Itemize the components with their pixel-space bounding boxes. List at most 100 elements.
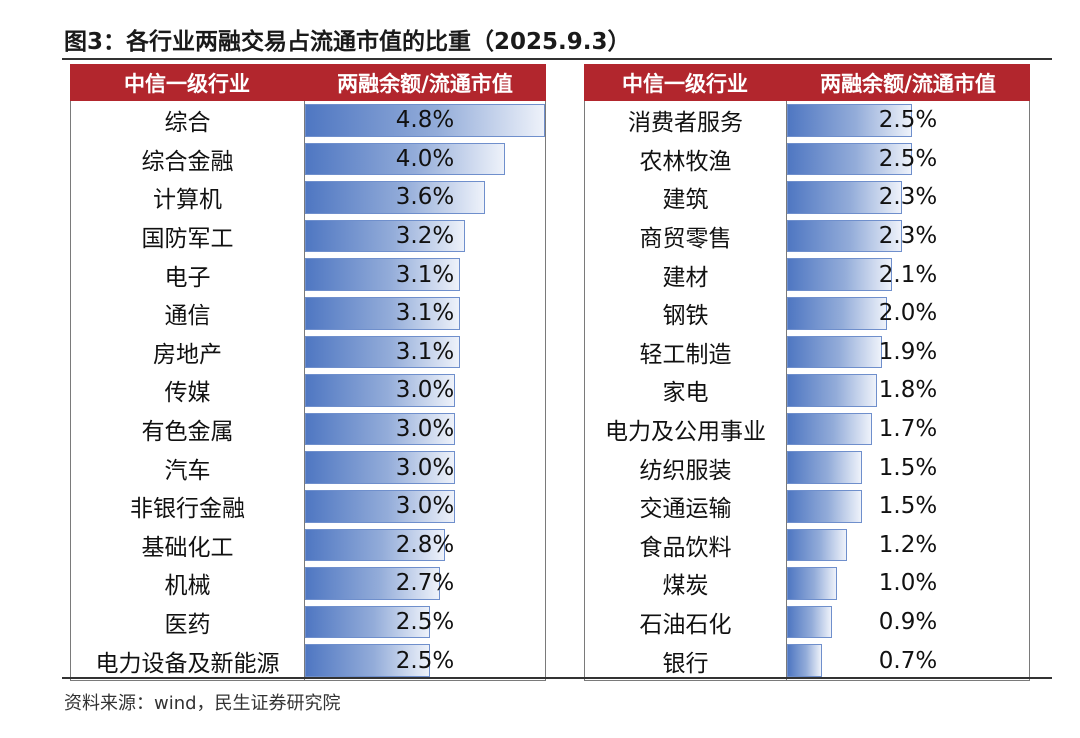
- table-row: 农林牧渔 2.5%: [585, 139, 1029, 179]
- ratio-value: 3.0%: [395, 377, 455, 404]
- industry-name: 汽车: [71, 448, 305, 487]
- ratio-bar: [787, 567, 837, 600]
- table-row: 煤炭 1.0%: [585, 564, 1029, 603]
- industry-name: 钢铁: [585, 293, 787, 333]
- ratio-cell: 0.9%: [787, 603, 1029, 642]
- ratio-cell: 3.0%: [305, 371, 545, 410]
- industry-name: 纺织服装: [585, 448, 787, 487]
- ratio-value: 2.1%: [878, 261, 938, 288]
- ratio-bar: [787, 528, 847, 562]
- ratio-cell: 1.7%: [787, 410, 1029, 449]
- ratio-value: 3.1%: [395, 261, 455, 288]
- ratio-bar: [305, 104, 545, 137]
- table-row: 综合金融 4.0%: [71, 139, 545, 179]
- table-row: 汽车 3.0%: [71, 448, 545, 487]
- industry-name: 家电: [585, 371, 787, 410]
- ratio-value: 3.1%: [395, 300, 455, 327]
- ratio-value: 3.2%: [395, 223, 455, 250]
- table-row: 建筑 2.3%: [585, 178, 1029, 217]
- industry-name: 通信: [71, 293, 305, 333]
- table-row: 建材 2.1%: [585, 255, 1029, 294]
- ratio-cell: 3.1%: [305, 294, 545, 333]
- table-row: 钢铁 2.0%: [585, 293, 1029, 333]
- table-row: 房地产 3.1%: [71, 332, 545, 372]
- ratio-value: 4.8%: [395, 107, 455, 134]
- left-table-body: 综合 4.8% 综合金融 4.0% 计算机 3.6% 国防军工 3.2% 电子 3.1% 通信 3.1…: [70, 101, 546, 681]
- ratio-value: 1.9%: [878, 338, 938, 365]
- ratio-cell: 0.7%: [787, 641, 1029, 680]
- ratio-cell: 1.5%: [787, 448, 1029, 487]
- industry-name: 电力设备及新能源: [71, 641, 305, 680]
- industry-name: 食品饮料: [585, 525, 787, 565]
- ratio-value: 2.0%: [878, 300, 938, 327]
- industry-name: 建材: [585, 255, 787, 294]
- industry-name: 有色金属: [71, 409, 305, 449]
- bottom-rule: [62, 677, 1052, 679]
- ratio-cell: 3.0%: [305, 410, 545, 449]
- ratio-value: 2.3%: [878, 184, 938, 211]
- ratio-value: 2.5%: [395, 647, 455, 674]
- table-row: 电力及公用事业 1.7%: [585, 409, 1029, 449]
- industry-name: 机械: [71, 564, 305, 603]
- table-row: 基础化工 2.8%: [71, 525, 545, 565]
- ratio-value: 3.0%: [395, 416, 455, 443]
- table-row: 计算机 3.6%: [71, 178, 545, 217]
- ratio-bar: [305, 528, 445, 562]
- ratio-cell: 3.0%: [305, 448, 545, 487]
- industry-name: 消费者服务: [585, 101, 787, 140]
- ratio-bar: [305, 258, 460, 291]
- ratio-bar: [787, 258, 892, 291]
- ratio-value: 3.6%: [395, 184, 455, 211]
- industry-name: 轻工制造: [585, 332, 787, 372]
- figure-title: 图3：各行业两融交易占流通市值的比重（2025.9.3）: [64, 29, 631, 55]
- ratio-cell: 3.1%: [305, 333, 545, 372]
- left-table-header: 中信一级行业 两融余额/流通市值: [70, 64, 546, 101]
- table-row: 通信 3.1%: [71, 293, 545, 333]
- ratio-value: 1.8%: [878, 377, 938, 404]
- source-note: 资料来源：wind，民生证券研究院: [64, 693, 341, 714]
- ratio-cell: 4.8%: [305, 101, 545, 140]
- left-table: 中信一级行业 两融余额/流通市值 综合 4.8% 综合金融 4.0% 计算机 3.6% 国防…: [70, 64, 546, 681]
- ratio-cell: 2.1%: [787, 255, 1029, 294]
- right-table-header: 中信一级行业 两融余额/流通市值: [584, 64, 1030, 101]
- ratio-cell: 2.5%: [787, 140, 1029, 179]
- ratio-bar: [305, 605, 430, 639]
- ratio-value: 3.0%: [395, 454, 455, 481]
- table-row: 纺织服装 1.5%: [585, 448, 1029, 487]
- table-row: 电子 3.1%: [71, 255, 545, 294]
- ratio-value: 1.5%: [878, 454, 938, 481]
- table-row: 非银行金融 3.0%: [71, 486, 545, 526]
- ratio-bar: [787, 605, 832, 639]
- ratio-bar: [305, 374, 455, 407]
- ratio-bar: [305, 335, 460, 369]
- industry-name: 石油石化: [585, 602, 787, 642]
- ratio-value: 1.0%: [878, 570, 938, 597]
- ratio-value: 2.7%: [395, 570, 455, 597]
- ratio-cell: 2.3%: [787, 217, 1029, 256]
- ratio-bar: [305, 412, 455, 446]
- industry-name: 建筑: [585, 178, 787, 217]
- ratio-cell: 1.8%: [787, 371, 1029, 410]
- table-row: 消费者服务 2.5%: [585, 101, 1029, 140]
- ratio-value: 1.5%: [878, 493, 938, 520]
- industry-name: 国防军工: [71, 216, 305, 256]
- ratio-bar: [787, 296, 887, 330]
- ratio-bar: [787, 644, 822, 677]
- ratio-bar: [305, 451, 455, 484]
- ratio-bar: [787, 374, 877, 407]
- industry-name: 商贸零售: [585, 216, 787, 256]
- ratio-value: 2.5%: [878, 107, 938, 134]
- ratio-cell: 2.5%: [305, 641, 545, 680]
- industry-name: 房地产: [71, 332, 305, 372]
- ratio-bar: [787, 489, 862, 523]
- table-row: 国防军工 3.2%: [71, 216, 545, 256]
- table-row: 商贸零售 2.3%: [585, 216, 1029, 256]
- ratio-value: 3.0%: [395, 493, 455, 520]
- ratio-cell: 1.0%: [787, 564, 1029, 603]
- ratio-bar: [305, 644, 430, 677]
- table-row: 石油石化 0.9%: [585, 602, 1029, 642]
- ratio-bar: [305, 219, 465, 253]
- ratio-bar: [305, 181, 485, 214]
- ratio-value: 0.7%: [878, 647, 938, 674]
- header-industry: 中信一级行业: [622, 71, 748, 96]
